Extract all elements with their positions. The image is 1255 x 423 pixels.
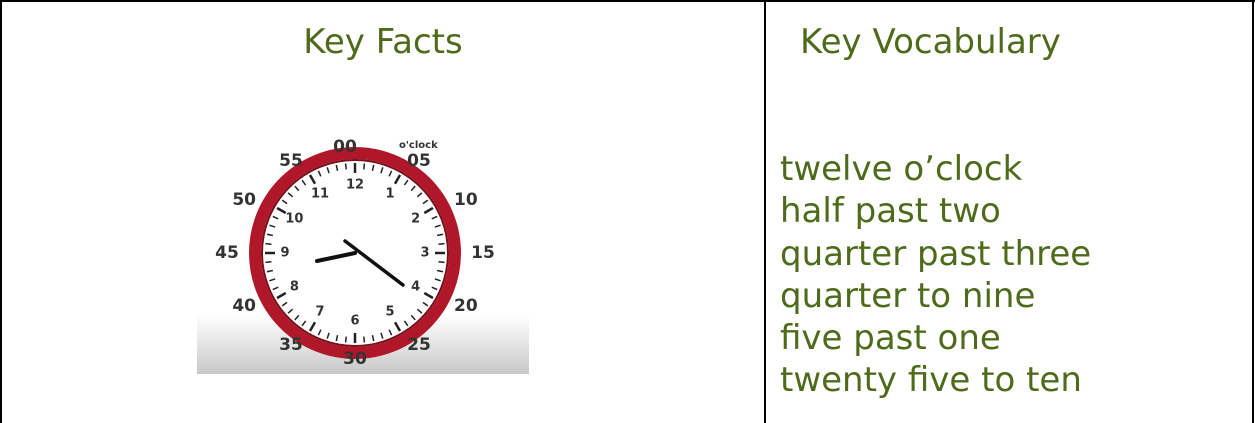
oclock-label: o'clock	[399, 140, 438, 151]
header-right: Key Vocabulary	[800, 22, 1061, 62]
minute-label: 35	[279, 335, 303, 355]
minute-label: 40	[232, 296, 256, 316]
vocabulary-item: half past two	[780, 190, 1091, 232]
vocabulary-item: twenty five to ten	[780, 359, 1091, 401]
clock-tick	[439, 262, 445, 263]
vocabulary-item: five past one	[780, 317, 1091, 359]
border-divider	[764, 0, 766, 423]
minute-label: 30	[343, 349, 367, 369]
minute-label: 45	[215, 243, 239, 263]
clock-tick	[265, 262, 271, 263]
header-left: Key Facts	[0, 22, 766, 62]
clock-tick	[364, 337, 365, 343]
border-top	[0, 0, 1255, 2]
hour-number: 3	[420, 246, 429, 261]
clock-tick	[439, 244, 445, 245]
hour-number: 5	[385, 304, 394, 319]
hour-number: 9	[280, 246, 289, 261]
minute-label: 15	[471, 243, 495, 263]
hour-number: 8	[290, 280, 299, 295]
minute-label: 55	[279, 151, 303, 171]
clock-tick	[265, 244, 271, 245]
border-right	[1252, 0, 1254, 423]
hour-number: 6	[350, 314, 359, 329]
clock-tick	[346, 163, 347, 169]
minute-label: 50	[232, 190, 256, 210]
vocabulary-item: quarter past three	[780, 233, 1091, 275]
minute-label: 20	[454, 296, 478, 316]
minute-label: 05	[407, 151, 431, 171]
minute-label: 00	[333, 137, 357, 157]
hour-number: 4	[411, 280, 420, 295]
vocabulary-item: twelve o’clock	[780, 148, 1091, 190]
minute-label: 25	[407, 335, 431, 355]
border-left	[0, 0, 2, 423]
minute-label: 10	[454, 190, 478, 210]
clock-tick	[346, 337, 347, 343]
table: Key Facts Key Vocabulary twelve o’clockh…	[0, 0, 1255, 423]
clock-tick	[364, 163, 365, 169]
hour-number: 10	[285, 212, 303, 227]
hour-number: 11	[311, 187, 329, 202]
hour-number: 7	[315, 304, 324, 319]
vocabulary-item: quarter to nine	[780, 275, 1091, 317]
hour-number: 2	[411, 212, 420, 227]
page: Key Facts Key Vocabulary twelve o’clockh…	[0, 0, 1255, 423]
hour-number: 12	[346, 178, 364, 193]
hour-number: 1	[385, 187, 394, 202]
clock-image: o'clock 12123456789101100051015202530354…	[197, 105, 529, 374]
